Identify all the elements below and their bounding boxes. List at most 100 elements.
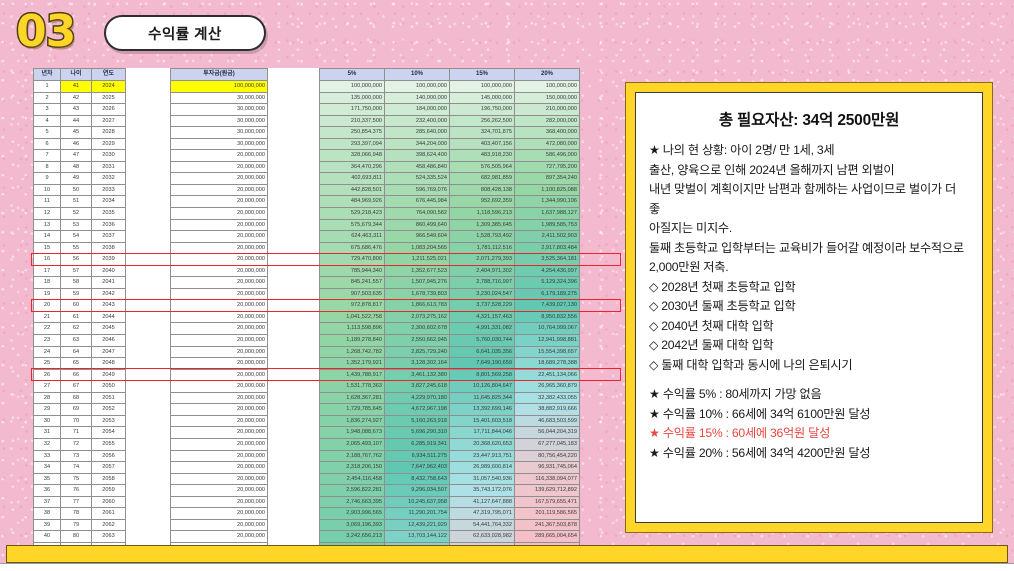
cell-year-index[interactable]: 6 — [33, 137, 61, 151]
cell-rate-10[interactable]: 9,296,034,507 — [384, 484, 450, 497]
cell-year-index[interactable]: 9 — [33, 172, 61, 185]
cell-rate-20[interactable]: 167,579,655,471 — [514, 495, 580, 509]
cell-calendar-year[interactable]: 2034 — [91, 195, 126, 208]
cell-rate-10[interactable]: 6,285,919,341 — [384, 437, 450, 451]
cell-investment[interactable]: 30,000,000 — [170, 126, 268, 139]
cell-age[interactable]: 63 — [60, 334, 92, 347]
cell-rate-5[interactable]: 250,854,375 — [319, 126, 385, 139]
cell-year-index[interactable]: 13 — [33, 218, 61, 232]
cell-year-index[interactable]: 4 — [33, 114, 61, 128]
cell-rate-5[interactable]: 3,242,656,213 — [319, 530, 385, 543]
table-row[interactable]: 2 42 2025 30,000,000 135,000,000 140,000,000 1… — [33, 91, 580, 105]
cell-rate-5[interactable]: 1,948,088,673 — [319, 426, 385, 439]
cell-year-index[interactable]: 2 — [33, 91, 61, 105]
cell-rate-10[interactable]: 10,245,637,958 — [384, 495, 450, 509]
cell-year-index[interactable]: 18 — [33, 276, 61, 289]
cell-rate-10[interactable]: 8,432,758,643 — [384, 472, 450, 486]
cell-calendar-year[interactable]: 2028 — [91, 126, 126, 139]
cell-rate-10[interactable]: 4,672,967,198 — [384, 403, 450, 416]
cell-year-index[interactable]: 25 — [33, 357, 61, 370]
cell-age[interactable]: 62 — [60, 322, 92, 336]
cell-rate-10[interactable]: 1,352,677,523 — [384, 264, 450, 278]
cell-rate-5[interactable]: 2,903,996,565 — [319, 507, 385, 520]
cell-rate-20[interactable]: 241,367,503,878 — [514, 518, 580, 532]
cell-calendar-year[interactable]: 2056 — [91, 449, 126, 463]
cell-rate-5[interactable]: 1,113,598,896 — [319, 322, 385, 336]
cell-age[interactable]: 55 — [60, 241, 92, 255]
cell-year-index[interactable]: 26 — [33, 368, 61, 382]
cell-calendar-year[interactable]: 2049 — [91, 368, 126, 382]
cell-rate-15[interactable]: 403,407,156 — [449, 137, 515, 151]
cell-rate-20[interactable]: 5,129,324,396 — [514, 276, 580, 289]
cell-rate-15[interactable]: 41,127,647,888 — [449, 495, 515, 509]
cell-age[interactable]: 76 — [60, 484, 92, 497]
cell-rate-5[interactable]: 1,352,179,921 — [319, 357, 385, 370]
cell-rate-15[interactable]: 2,404,971,302 — [449, 264, 515, 278]
cell-rate-10[interactable]: 1,083,204,565 — [384, 241, 450, 255]
cell-rate-10[interactable]: 285,640,000 — [384, 126, 450, 139]
cell-rate-5[interactable]: 402,693,811 — [319, 172, 385, 185]
cell-rate-20[interactable]: 1,344,990,106 — [514, 195, 580, 208]
cell-year-index[interactable]: 38 — [33, 507, 61, 520]
cell-rate-5[interactable]: 2,596,822,281 — [319, 484, 385, 497]
cell-year-index[interactable]: 11 — [33, 195, 61, 208]
table-row[interactable]: 14 54 2037 20,000,000 624,463,311 966,549,604… — [33, 230, 580, 243]
cell-rate-5[interactable]: 785,944,340 — [319, 264, 385, 278]
cell-rate-20[interactable]: 368,400,000 — [514, 126, 580, 139]
cell-rate-5[interactable]: 210,337,500 — [319, 114, 385, 128]
cell-age[interactable]: 72 — [60, 437, 92, 451]
cell-investment[interactable]: 20,000,000 — [170, 368, 268, 382]
cell-rate-20[interactable]: 210,000,000 — [514, 103, 580, 116]
cell-rate-5[interactable]: 1,628,367,281 — [319, 391, 385, 405]
cell-rate-15[interactable]: 1,528,793,492 — [449, 230, 515, 243]
cell-year-index[interactable]: 3 — [33, 103, 61, 116]
cell-rate-20[interactable]: 201,119,586,565 — [514, 507, 580, 520]
cell-rate-20[interactable]: 15,554,398,657 — [514, 345, 580, 359]
cell-rate-20[interactable]: 1,989,585,753 — [514, 218, 580, 232]
cell-rate-5[interactable]: 1,268,742,782 — [319, 345, 385, 359]
cell-age[interactable]: 66 — [60, 368, 92, 382]
cell-age[interactable]: 52 — [60, 207, 92, 220]
cell-year-index[interactable]: 8 — [33, 160, 61, 174]
cell-rate-10[interactable]: 3,827,245,618 — [384, 380, 450, 393]
table-row[interactable]: 32 72 2055 20,000,000 2,065,493,107 6,285,919… — [33, 437, 580, 451]
cell-rate-10[interactable]: 13,703,144,122 — [384, 530, 450, 543]
table-row[interactable]: 15 55 2038 20,000,000 675,686,476 1,083,204,5… — [33, 241, 580, 255]
cell-investment[interactable]: 20,000,000 — [170, 253, 268, 266]
cell-age[interactable]: 60 — [60, 299, 92, 312]
cell-calendar-year[interactable]: 2044 — [91, 310, 126, 324]
cell-investment[interactable]: 100,000,000 — [170, 80, 268, 93]
cell-rate-5[interactable]: 729,470,800 — [319, 253, 385, 266]
cell-year-index[interactable]: 5 — [33, 126, 61, 139]
cell-investment[interactable]: 20,000,000 — [170, 507, 268, 520]
table-row[interactable]: 31 71 2054 20,000,000 1,948,088,673 5,696,290… — [33, 426, 580, 439]
cell-rate-20[interactable]: 139,629,712,892 — [514, 484, 580, 497]
cell-investment[interactable]: 20,000,000 — [170, 334, 268, 347]
cell-investment[interactable]: 30,000,000 — [170, 137, 268, 151]
table-row[interactable]: 23 63 2046 20,000,000 1,189,278,840 2,550,662… — [33, 334, 580, 347]
cell-calendar-year[interactable]: 2061 — [91, 507, 126, 520]
cell-investment[interactable]: 30,000,000 — [170, 103, 268, 116]
cell-rate-10[interactable]: 596,769,076 — [384, 183, 450, 197]
cell-age[interactable]: 50 — [60, 183, 92, 197]
cell-rate-20[interactable]: 26,965,360,879 — [514, 380, 580, 393]
cell-rate-5[interactable]: 907,503,635 — [319, 287, 385, 301]
cell-investment[interactable]: 20,000,000 — [170, 183, 268, 197]
cell-rate-5[interactable]: 293,397,094 — [319, 137, 385, 151]
cell-rate-10[interactable]: 4,229,970,180 — [384, 391, 450, 405]
cell-investment[interactable]: 20,000,000 — [170, 530, 268, 543]
cell-rate-10[interactable]: 2,825,729,240 — [384, 345, 450, 359]
cell-rate-5[interactable]: 2,188,767,762 — [319, 449, 385, 463]
cell-rate-15[interactable]: 576,505,964 — [449, 160, 515, 174]
cell-year-index[interactable]: 27 — [33, 380, 61, 393]
cell-rate-15[interactable]: 7,649,190,659 — [449, 357, 515, 370]
cell-investment[interactable]: 20,000,000 — [170, 241, 268, 255]
cell-rate-15[interactable]: 100,000,000 — [449, 80, 515, 93]
cell-age[interactable]: 47 — [60, 149, 92, 162]
table-row[interactable]: 7 47 2030 20,000,000 328,066,948 398,624,400 4… — [33, 149, 580, 162]
cell-age[interactable]: 61 — [60, 310, 92, 324]
cell-calendar-year[interactable]: 2040 — [91, 264, 126, 278]
cell-rate-5[interactable]: 364,470,296 — [319, 160, 385, 174]
cell-investment[interactable]: 20,000,000 — [170, 426, 268, 439]
cell-rate-15[interactable]: 808,428,138 — [449, 183, 515, 197]
